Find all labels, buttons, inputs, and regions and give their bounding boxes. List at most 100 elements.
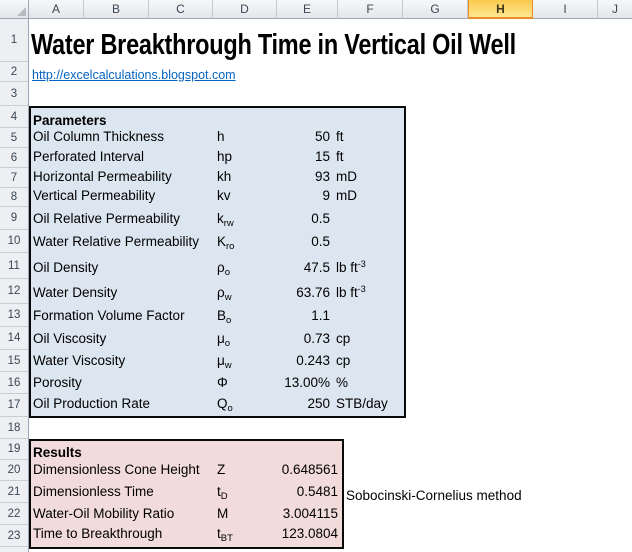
- row-header-22[interactable]: 22: [0, 503, 28, 525]
- result-symbol[interactable]: tBT: [217, 526, 233, 544]
- column-header-d[interactable]: D: [213, 0, 277, 19]
- param-value[interactable]: 13.00%: [284, 375, 330, 390]
- param-label[interactable]: Vertical Permeability: [33, 188, 156, 203]
- param-value[interactable]: 1.1: [311, 308, 330, 323]
- param-label[interactable]: Water Density: [33, 285, 118, 300]
- select-all-corner[interactable]: [0, 0, 29, 19]
- param-symbol[interactable]: hp: [217, 149, 232, 164]
- result-label[interactable]: Dimensionless Time: [33, 484, 154, 499]
- param-symbol[interactable]: h: [217, 129, 225, 144]
- param-label[interactable]: Water Viscosity: [33, 353, 126, 368]
- method-note-cell[interactable]: Sobocinski-Cornelius method: [346, 488, 522, 503]
- row-header-6[interactable]: 6: [0, 148, 28, 168]
- param-symbol[interactable]: μo: [217, 331, 230, 349]
- param-value[interactable]: 93: [314, 169, 330, 184]
- column-header-i[interactable]: I: [533, 0, 598, 19]
- param-symbol[interactable]: μw: [217, 353, 232, 371]
- param-value[interactable]: 9: [322, 188, 330, 203]
- row-header-10[interactable]: 10: [0, 230, 28, 253]
- param-unit[interactable]: lb ft-3: [336, 284, 366, 300]
- param-symbol[interactable]: ρw: [217, 285, 232, 303]
- param-label[interactable]: Oil Viscosity: [33, 331, 107, 346]
- column-header-h-selected[interactable]: H: [468, 0, 533, 19]
- results-header[interactable]: Results: [33, 445, 82, 460]
- param-label[interactable]: Formation Volume Factor: [33, 308, 185, 323]
- result-symbol[interactable]: M: [217, 506, 228, 521]
- column-header-c[interactable]: C: [149, 0, 213, 19]
- row-header-23[interactable]: 23: [0, 525, 28, 547]
- row-header-4[interactable]: 4: [0, 106, 28, 128]
- param-symbol[interactable]: krw: [217, 211, 234, 229]
- param-label[interactable]: Porosity: [33, 375, 82, 390]
- row-header-16[interactable]: 16: [0, 372, 28, 394]
- param-value[interactable]: 15: [314, 149, 330, 164]
- row-header-21[interactable]: 21: [0, 481, 28, 503]
- result-label[interactable]: Time to Breakthrough: [33, 526, 163, 541]
- row-header-5[interactable]: 5: [0, 128, 28, 148]
- row-header-3[interactable]: 3: [0, 82, 28, 106]
- param-label[interactable]: Oil Column Thickness: [33, 129, 165, 144]
- param-symbol[interactable]: kv: [217, 188, 231, 203]
- result-value[interactable]: 0.648561: [281, 462, 338, 477]
- param-unit[interactable]: ft: [336, 149, 344, 164]
- param-symbol[interactable]: kh: [217, 169, 231, 184]
- param-value[interactable]: 63.76: [296, 285, 330, 300]
- param-unit[interactable]: STB/day: [336, 396, 388, 411]
- column-header-e[interactable]: E: [277, 0, 338, 19]
- param-unit[interactable]: lb ft-3: [336, 259, 366, 275]
- param-value[interactable]: 47.5: [303, 260, 330, 275]
- param-value[interactable]: 0.5: [311, 234, 330, 249]
- row-header-12[interactable]: 12: [0, 279, 28, 304]
- param-symbol[interactable]: Qo: [217, 396, 233, 414]
- param-symbol[interactable]: Kro: [217, 234, 234, 252]
- row-header-20[interactable]: 20: [0, 460, 28, 481]
- parameters-header[interactable]: Parameters: [33, 113, 107, 128]
- row-header-8[interactable]: 8: [0, 188, 28, 207]
- page-title[interactable]: Water Breakthrough Time in Vertical Oil …: [31, 29, 516, 61]
- param-value[interactable]: 250: [307, 396, 330, 411]
- blog-link[interactable]: http://excelcalculations.blogspot.com: [32, 68, 236, 82]
- param-unit[interactable]: cp: [336, 353, 350, 368]
- param-unit[interactable]: cp: [336, 331, 350, 346]
- column-header-g[interactable]: G: [403, 0, 468, 19]
- param-label[interactable]: Oil Production Rate: [33, 396, 151, 411]
- row-header-1[interactable]: 1: [0, 19, 28, 62]
- row-header-7[interactable]: 7: [0, 168, 28, 188]
- column-header-f[interactable]: F: [338, 0, 403, 19]
- result-value[interactable]: 0.5481: [296, 484, 338, 499]
- param-label[interactable]: Horizontal Permeability: [33, 169, 172, 184]
- param-label[interactable]: Oil Density: [33, 260, 99, 275]
- row-header-13[interactable]: 13: [0, 304, 28, 327]
- result-label[interactable]: Water-Oil Mobility Ratio: [33, 506, 175, 521]
- param-value[interactable]: 0.73: [303, 331, 330, 346]
- row-header-18[interactable]: 18: [0, 417, 28, 439]
- param-value[interactable]: 50: [314, 129, 330, 144]
- param-label[interactable]: Perforated Interval: [33, 149, 145, 164]
- result-symbol[interactable]: Z: [217, 462, 225, 477]
- param-symbol[interactable]: Bo: [217, 308, 231, 326]
- result-symbol[interactable]: tD: [217, 484, 228, 502]
- result-value[interactable]: 3.004115: [282, 506, 338, 521]
- param-label[interactable]: Oil Relative Permeability: [33, 211, 181, 226]
- param-value[interactable]: 0.5: [311, 211, 330, 226]
- result-value[interactable]: 123.0804: [281, 526, 338, 541]
- row-header-9[interactable]: 9: [0, 207, 28, 230]
- row-header-14[interactable]: 14: [0, 327, 28, 350]
- row-header-15[interactable]: 15: [0, 350, 28, 372]
- result-label[interactable]: Dimensionless Cone Height: [33, 462, 200, 477]
- column-header-j[interactable]: J: [598, 0, 632, 19]
- row-header-17[interactable]: 17: [0, 394, 28, 417]
- param-value[interactable]: 0.243: [296, 353, 330, 368]
- row-header-2[interactable]: 2: [0, 62, 28, 82]
- param-unit[interactable]: mD: [336, 169, 357, 184]
- param-unit[interactable]: %: [336, 375, 348, 390]
- param-symbol[interactable]: Φ: [217, 375, 228, 390]
- param-label[interactable]: Water Relative Permeability: [33, 234, 200, 249]
- row-header-19[interactable]: 19: [0, 439, 28, 460]
- column-header-a[interactable]: A: [29, 0, 84, 19]
- row-header-11[interactable]: 11: [0, 253, 28, 279]
- param-unit[interactable]: mD: [336, 188, 357, 203]
- param-unit[interactable]: ft: [336, 129, 344, 144]
- param-symbol[interactable]: ρo: [217, 260, 230, 278]
- column-header-b[interactable]: B: [84, 0, 149, 19]
